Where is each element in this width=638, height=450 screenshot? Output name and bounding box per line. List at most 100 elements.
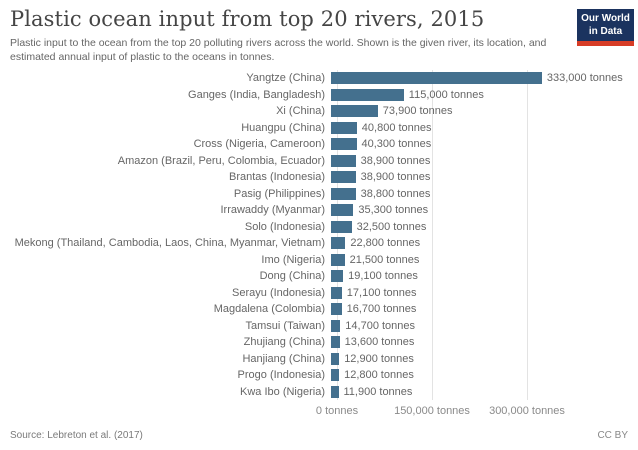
bar-area: 32,500 tonnes [331,218,426,235]
bar-area: 22,800 tonnes [331,235,420,252]
bar[interactable] [331,138,357,151]
chart-row: Cross (Nigeria, Cameroon) 40,300 tonnes [0,136,638,153]
bar-area: 11,900 tonnes [331,383,412,400]
river-label: Xi (China) [276,105,325,118]
bar-area: 40,300 tonnes [331,136,431,153]
bar-area: 21,500 tonnes [331,251,419,268]
river-label: Serayu (Indonesia) [232,286,325,299]
chart-footer: Source: Lebreton et al. (2017) CC BY [10,430,628,441]
bar-area: 13,600 tonnes [331,334,414,351]
bar[interactable] [331,270,344,283]
bar[interactable] [331,286,342,299]
river-label: Pasig (Philippines) [233,187,325,200]
bar[interactable] [331,237,346,250]
bar-area: 19,100 tonnes [331,268,418,285]
x-tick-label: 300,000 tonnes [489,404,565,417]
bar[interactable] [331,187,356,200]
chart-row: Amazon (Brazil, Peru, Colombia, Ecuador)… [0,152,638,169]
value-label: 32,500 tonnes [356,220,427,233]
river-label: Cross (Nigeria, Cameroon) [193,138,325,151]
bar[interactable] [331,385,339,398]
bar[interactable] [331,72,542,85]
river-label: Irrawaddy (Myanmar) [220,204,325,217]
bar-area: 115,000 tonnes [331,86,484,103]
bar[interactable] [331,303,342,316]
bar[interactable] [331,105,378,118]
bar-area: 14,700 tonnes [331,317,415,334]
bar[interactable] [331,319,341,332]
chart-row: Serayu (Indonesia) 17,100 tonnes [0,284,638,301]
bar[interactable] [331,220,352,233]
river-label: Magdalena (Colombia) [213,303,325,316]
value-label: 40,800 tonnes [361,121,432,134]
bar[interactable] [331,121,357,134]
license-link[interactable]: CC BY [597,430,628,441]
value-label: 17,100 tonnes [346,286,417,299]
value-label: 38,900 tonnes [360,171,431,184]
chart-row: Progo (Indonesia) 12,800 tonnes [0,367,638,384]
value-label: 38,800 tonnes [360,187,431,200]
bar-area: 73,900 tonnes [331,103,453,120]
bar[interactable] [331,204,354,217]
river-label: Tamsui (Taiwan) [245,319,325,332]
bar-area: 38,800 tonnes [331,185,430,202]
value-label: 19,100 tonnes [348,270,418,283]
bar-area: 38,900 tonnes [331,169,430,186]
value-label: 73,900 tonnes [382,105,453,118]
owid-logo-text: Our World in Data [577,9,634,41]
bar-area: 40,800 tonnes [331,119,432,136]
gridline [527,69,528,400]
x-tick-label: 150,000 tonnes [394,404,470,417]
chart-row: Huangpu (China) 40,800 tonnes [0,119,638,136]
value-label: 12,900 tonnes [344,352,414,365]
bar-area: 12,900 tonnes [331,350,414,367]
value-label: 16,700 tonnes [346,303,417,316]
value-label: 38,900 tonnes [360,154,431,167]
bar-area: 17,100 tonnes [331,284,417,301]
river-label: Yangtze (China) [246,72,325,85]
gridlines [337,69,637,400]
chart-row: Dong (China) 19,100 tonnes [0,268,638,285]
bar-area: 38,900 tonnes [331,152,430,169]
chart-row: Pasig (Philippines) 38,800 tonnes [0,185,638,202]
chart-row: Tamsui (Taiwan) 14,700 tonnes [0,317,638,334]
bar[interactable] [331,88,404,101]
river-label: Amazon (Brazil, Peru, Colombia, Ecuador) [117,154,325,167]
chart-subtitle: Plastic input to the ocean from the top … [10,37,547,64]
river-label: Solo (Indonesia) [244,220,325,233]
river-label: Ganges (India, Bangladesh) [188,88,325,101]
river-label: Hanjiang (China) [242,352,325,365]
source-note: Source: Lebreton et al. (2017) [10,430,143,441]
value-label: 13,600 tonnes [344,336,415,349]
value-label: 333,000 tonnes [546,72,623,85]
chart-row: Kwa Ibo (Nigeria) 11,900 tonnes [0,383,638,400]
bar-area: 333,000 tonnes [331,70,623,87]
x-axis: 0 tonnes 150,000 tonnes 300,000 tonnes [316,404,638,419]
owid-logo-stripe [577,41,634,46]
bar[interactable] [331,352,340,365]
bar[interactable] [331,253,345,266]
owid-logo[interactable]: Our World in Data [577,9,634,46]
river-label: Kwa Ibo (Nigeria) [240,385,325,398]
value-label: 12,800 tonnes [344,369,414,382]
chart-row: Xi (China) 73,900 tonnes [0,103,638,120]
bar[interactable] [331,154,356,167]
bar-area: 35,300 tonnes [331,202,428,219]
bar[interactable] [331,171,356,184]
bar-chart: Yangtze (China) 333,000 tonnes Ganges (Ind… [0,69,638,419]
river-label: Dong (China) [259,270,325,283]
owid-logo-line2: in Data [588,25,623,37]
bar[interactable] [331,336,340,349]
chart-row: Ganges (India, Bangladesh) 115,000 tonnes [0,86,638,103]
value-label: 11,900 tonnes [343,385,413,398]
river-label: Mekong (Thailand, Cambodia, Laos, China,… [14,237,325,250]
river-label: Progo (Indonesia) [237,369,325,382]
value-label: 21,500 tonnes [349,253,420,266]
bar[interactable] [331,369,340,382]
page-title: Plastic ocean input from top 20 rivers, … [10,7,485,31]
river-label: Brantas (Indonesia) [229,171,325,184]
chart-row: Magdalena (Colombia) 16,700 tonnes [0,301,638,318]
value-label: 35,300 tonnes [358,204,429,217]
gridline [337,69,338,400]
